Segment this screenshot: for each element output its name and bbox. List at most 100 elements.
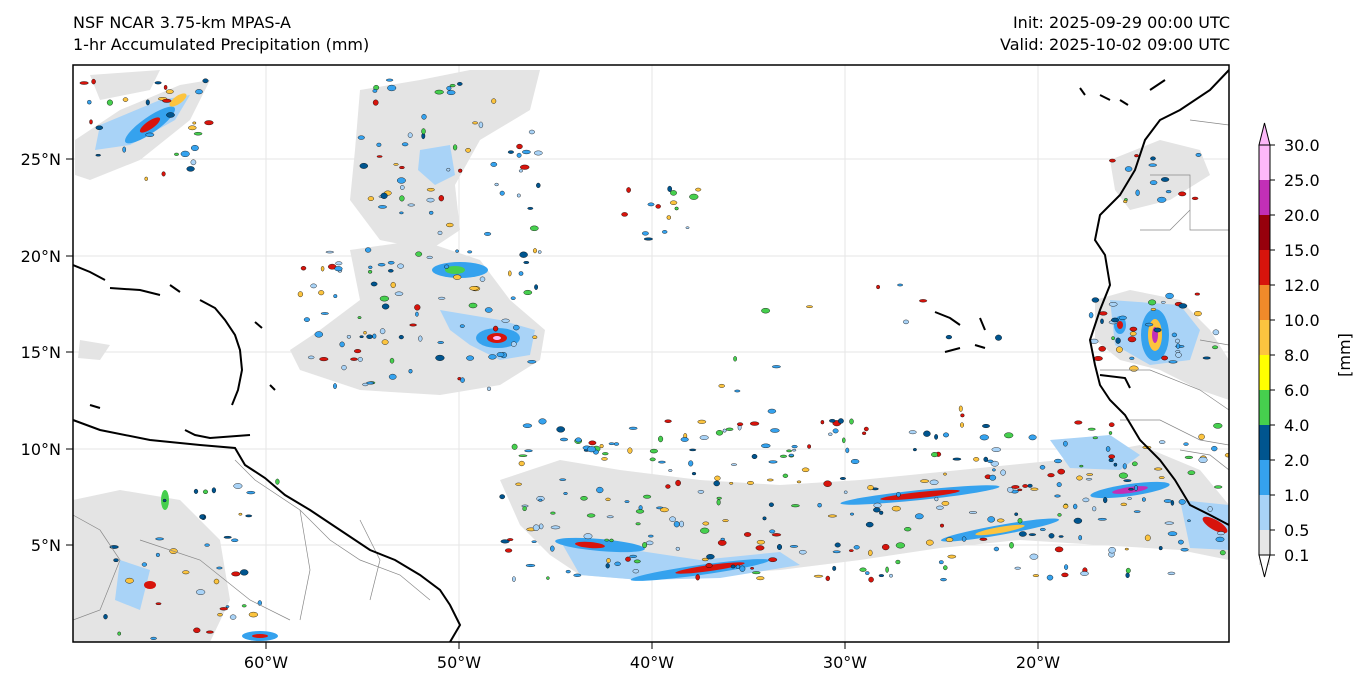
- precip-cell: [103, 614, 108, 620]
- precip-cell: [523, 290, 533, 296]
- precip-cell: [1167, 571, 1176, 575]
- precip-cell: [354, 349, 362, 354]
- precip-cell: [867, 485, 874, 491]
- precip-cell: [393, 163, 399, 166]
- precip-cell: [1017, 488, 1023, 492]
- precip-cell: [1134, 154, 1139, 158]
- colorbar-level-label: 15.0: [1284, 241, 1320, 260]
- precip-cell: [920, 479, 929, 483]
- precip-cell: [842, 437, 846, 444]
- precip-cell: [1194, 292, 1200, 296]
- precip-cell: [979, 434, 989, 441]
- precip-cell: [1022, 484, 1029, 488]
- precip-cell: [499, 494, 506, 500]
- precip-cell: [635, 509, 645, 514]
- precip-cell: [1108, 431, 1113, 435]
- precip-cell: [141, 562, 148, 567]
- precip-cell: [1118, 315, 1127, 320]
- precip-cell: [853, 545, 860, 550]
- precip-cell: [601, 457, 608, 461]
- precip-cell: [1167, 531, 1178, 537]
- colorbar-swatch: [1259, 215, 1270, 250]
- precip-cell: [1123, 479, 1132, 482]
- precip-cell: [394, 291, 404, 296]
- precip-cell: [479, 276, 486, 282]
- precip-cell: [434, 89, 444, 95]
- precip-cell: [399, 211, 404, 215]
- valid-time: Valid: 2025-10-02 09:00 UTC: [999, 35, 1230, 54]
- precip-cell: [934, 434, 938, 440]
- precip-cell: [488, 354, 497, 360]
- precip-cell: [398, 335, 404, 340]
- precip-cell: [501, 318, 510, 323]
- precip-cell: [850, 459, 860, 465]
- precip-cell: [780, 454, 788, 458]
- precip-cell: [885, 566, 889, 573]
- colorbar-level-label: 25.0: [1284, 171, 1320, 190]
- precip-cell: [605, 497, 611, 501]
- precip-cell: [546, 576, 550, 580]
- precip-cell: [79, 81, 89, 85]
- precip-cell: [799, 550, 807, 555]
- precip-cell: [716, 499, 721, 506]
- precip-cell: [796, 480, 802, 484]
- precip-cell: [117, 631, 121, 636]
- precip-cell: [660, 507, 669, 513]
- precip-cell: [1212, 345, 1219, 350]
- precip-cell: [1160, 177, 1170, 182]
- precip-cell: [931, 452, 938, 458]
- precip-cell: [1129, 356, 1135, 360]
- precip-cell: [1092, 436, 1098, 440]
- precip-cell: [1211, 446, 1218, 452]
- colorbar-level-label: 6.0: [1284, 381, 1309, 400]
- precip-cell: [1040, 528, 1046, 532]
- precip-cell: [968, 511, 978, 514]
- precip-cell: [550, 545, 555, 552]
- precip-cell: [665, 484, 671, 489]
- precip-cell: [827, 514, 837, 518]
- precip-cell: [583, 533, 593, 540]
- precip-cell: [1054, 494, 1061, 498]
- precip-cell: [1178, 191, 1187, 197]
- precip-cell: [122, 146, 126, 153]
- precip-cell: [1103, 497, 1108, 504]
- precip-cell: [363, 331, 367, 335]
- precip-cell: [518, 169, 523, 173]
- precip-cell: [697, 489, 705, 494]
- precip-cell: [1111, 317, 1119, 323]
- precip-cell: [518, 454, 528, 457]
- precip-cell: [325, 250, 334, 254]
- precip-cell: [559, 478, 567, 481]
- precip-cell: [365, 247, 372, 253]
- precip-cell: [491, 98, 497, 104]
- precip-cell: [997, 518, 1005, 523]
- precip-cell: [813, 574, 824, 578]
- precip-cell: [531, 540, 537, 543]
- precip-cell: [1054, 546, 1064, 553]
- precip-cell: [341, 365, 347, 371]
- precip-cell: [700, 527, 710, 534]
- precip-cell: [190, 159, 197, 166]
- precip-cell: [987, 516, 996, 523]
- precip-cell: [1161, 355, 1169, 361]
- precip-cell: [180, 150, 190, 158]
- precip-cell: [1064, 564, 1069, 570]
- precip-cell: [1092, 506, 1097, 512]
- precip-cell: [421, 128, 426, 135]
- precip-cell: [1175, 352, 1182, 358]
- precip-cell: [845, 447, 850, 454]
- precip-cell: [1183, 442, 1189, 446]
- precip-cell: [777, 544, 783, 551]
- precip-cell: [761, 443, 771, 448]
- precip-cell: [1011, 485, 1020, 489]
- precip-cell: [1007, 486, 1014, 493]
- precip-cell: [1150, 156, 1156, 161]
- precip-cell: [1061, 572, 1069, 578]
- precip-cell: [895, 559, 901, 565]
- colorbar-swatch: [1259, 355, 1270, 390]
- precip-cell: [95, 153, 101, 157]
- precip-cell: [335, 261, 343, 266]
- colorbar-level-label: 0.5: [1284, 521, 1309, 540]
- precip-cell: [372, 89, 378, 93]
- precip-cell: [366, 334, 373, 339]
